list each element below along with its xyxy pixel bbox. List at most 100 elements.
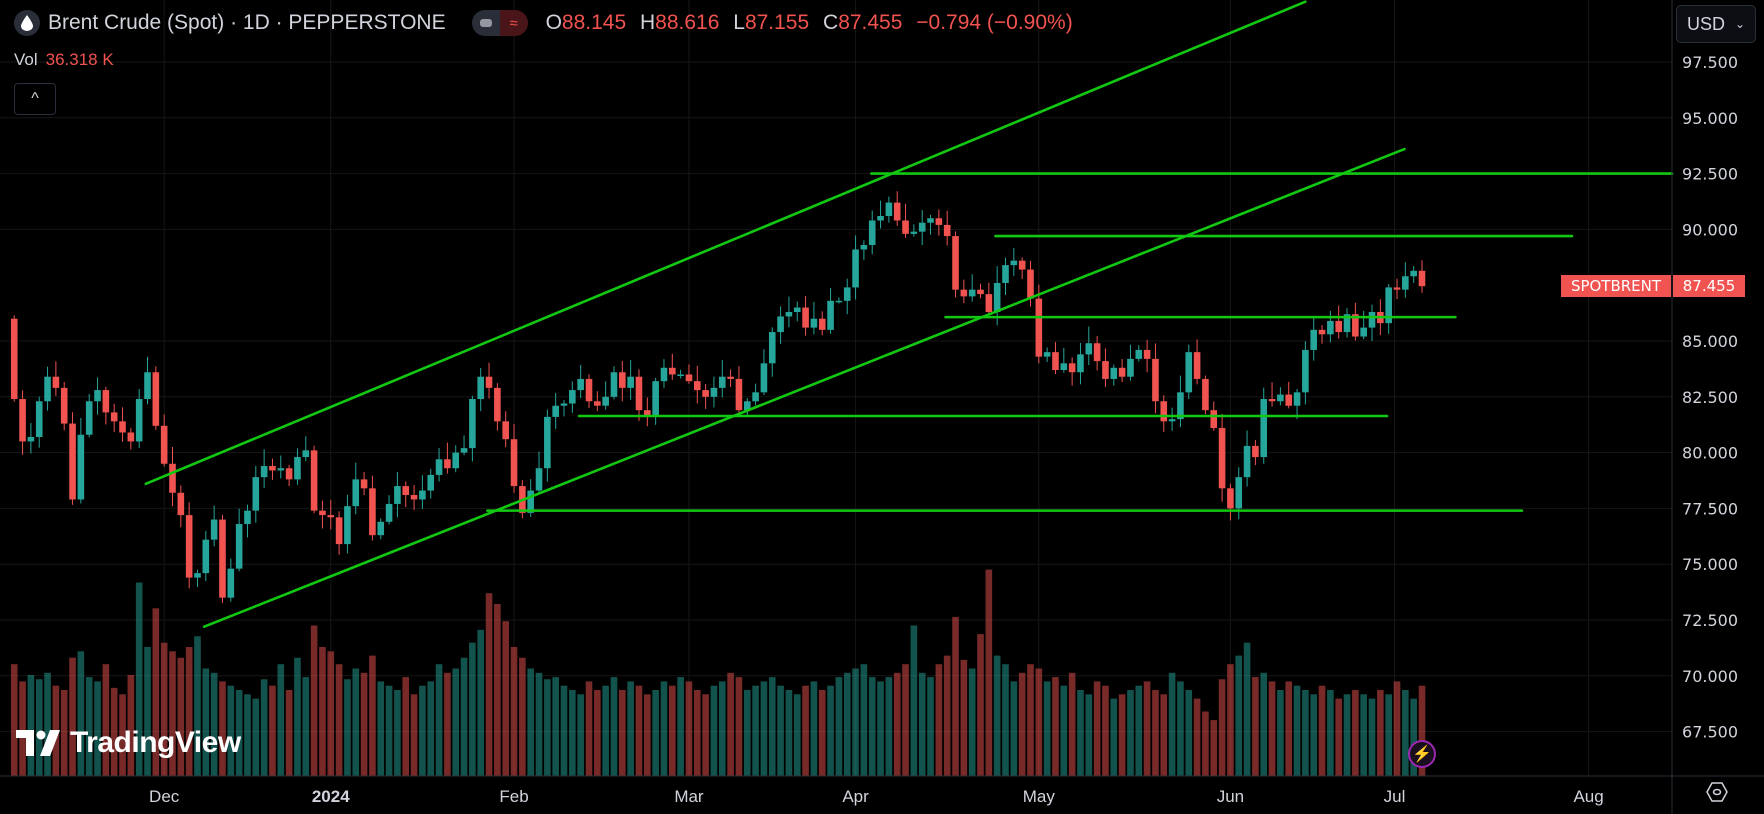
candle [552, 393, 559, 429]
volume-bar [469, 642, 476, 776]
candle [1418, 260, 1426, 293]
candle-body [1310, 329, 1318, 350]
volume-bar [1035, 668, 1043, 776]
volume-bar [319, 647, 326, 776]
volume-bar [1310, 694, 1318, 776]
candle-body [252, 477, 260, 511]
candle-body [10, 318, 18, 400]
candle-body [810, 318, 818, 328]
time-tick-label: Jul [1384, 787, 1406, 806]
volume-bar [452, 668, 460, 776]
volume-bar [285, 690, 293, 776]
candle [135, 388, 143, 449]
volume-bar [810, 681, 818, 776]
volume-bar [1118, 694, 1126, 776]
candle [535, 451, 543, 494]
candle-body [452, 452, 460, 469]
tradingview-logo[interactable]: TradingView [16, 726, 241, 760]
candle [344, 494, 351, 554]
collapse-legend-button[interactable]: ^ [14, 83, 56, 115]
candle [1293, 388, 1301, 420]
volume-bar [269, 685, 276, 776]
volume-bar [519, 657, 526, 776]
volume-bar [1177, 681, 1184, 776]
candle [693, 365, 701, 404]
candle [1102, 348, 1109, 387]
candle-body [860, 245, 868, 250]
price-axis[interactable]: 97.500 95.000 92.500 90.000 85.000 82.500 80.0… [1682, 53, 1738, 742]
candle-body [602, 396, 609, 406]
upper-channel-line[interactable] [144, 0, 1307, 486]
volume-bar [135, 582, 143, 776]
candle [1260, 387, 1268, 464]
volume-bar [394, 690, 401, 776]
candle-body [69, 423, 76, 500]
volume-label: Vol [14, 50, 38, 69]
lightning-button[interactable]: ⚡ [1408, 740, 1436, 768]
lightning-icon: ⚡ [1412, 746, 1432, 763]
volume-bar [35, 679, 43, 776]
visibility-toggle[interactable]: ≈ [471, 10, 528, 36]
candle-body [868, 220, 876, 246]
eye-toggle-icon[interactable] [471, 10, 500, 36]
candle-body [1410, 270, 1417, 277]
candle-body [435, 459, 443, 475]
volume-bar [1277, 690, 1284, 776]
volume-bar [1377, 690, 1384, 776]
candle-body [877, 216, 884, 221]
candle [335, 511, 343, 555]
volume-bar [1268, 681, 1276, 776]
volume-bar [1302, 690, 1309, 776]
candle [619, 360, 626, 402]
candle-body [718, 376, 726, 388]
candle [352, 462, 360, 515]
candle [569, 381, 576, 413]
volume-bar [960, 659, 968, 776]
candle-body [1218, 428, 1226, 489]
candle [194, 569, 201, 587]
candle-body [627, 376, 634, 388]
candle [319, 500, 326, 529]
volume-bar [352, 668, 360, 776]
volume-bar [635, 685, 643, 776]
candle [918, 209, 926, 246]
candle [843, 278, 851, 315]
candle-body [710, 387, 718, 397]
volume-bar [1085, 694, 1093, 776]
lower-channel-line[interactable] [202, 147, 1406, 628]
candle [269, 458, 276, 480]
candle-body [735, 378, 743, 411]
candle [610, 366, 618, 400]
candle-body [219, 519, 226, 598]
candle [1177, 375, 1184, 428]
volume-bar [993, 655, 1001, 776]
volume-bar [1160, 694, 1168, 776]
candle-body [1127, 358, 1134, 377]
volume-bar [818, 690, 826, 776]
candle-body [577, 378, 584, 391]
candle [868, 210, 876, 255]
time-axis[interactable]: Dec 2024 Feb Mar Apr May Jun Jul Aug [149, 787, 1604, 806]
candle-body [527, 490, 534, 513]
candle [910, 224, 918, 237]
candle-body [60, 387, 68, 424]
volume-bar [935, 664, 943, 776]
volume-bar [1068, 672, 1076, 776]
candle [419, 475, 426, 509]
candle-body [727, 376, 734, 379]
volume-bar [927, 677, 934, 776]
drawings[interactable] [144, 0, 1674, 628]
candle [119, 407, 126, 442]
candle-body [319, 510, 326, 516]
candle-body [1110, 367, 1118, 379]
volume-bar [910, 625, 918, 776]
candle [1152, 343, 1159, 414]
candle [993, 266, 1001, 326]
candle-body [1002, 265, 1009, 283]
symbol-title[interactable]: Brent Crude (Spot) · 1D · PEPPERSTONE [48, 11, 446, 34]
chart-settings-icon[interactable] [1706, 782, 1728, 802]
candle [1018, 257, 1026, 279]
wave-approx-icon[interactable]: ≈ [499, 10, 528, 36]
currency-dropdown[interactable]: USD ⌄ [1676, 5, 1756, 43]
